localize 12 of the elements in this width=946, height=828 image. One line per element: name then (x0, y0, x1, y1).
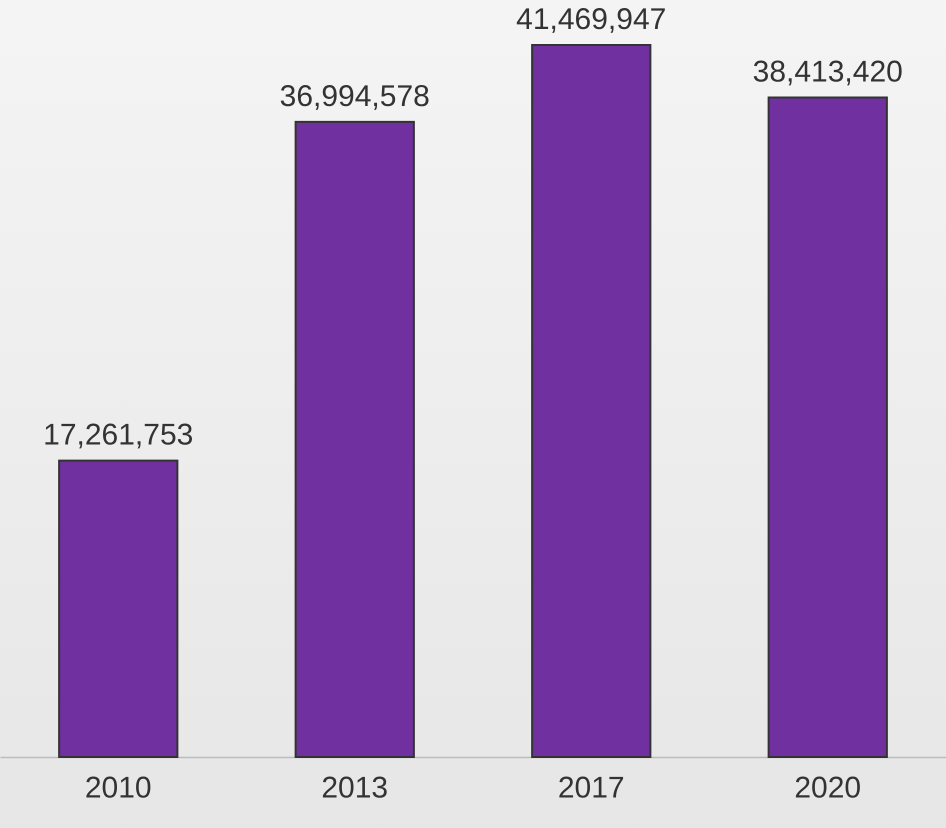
bar (58, 460, 178, 758)
data-label: 41,469,947 (516, 3, 666, 36)
bar (768, 96, 888, 758)
data-label: 17,261,753 (43, 418, 194, 452)
x-tick-label: 2017 (558, 772, 625, 804)
x-tick-label: 2013 (321, 772, 388, 804)
data-label: 36,994,578 (280, 80, 430, 113)
bar (294, 120, 415, 758)
data-label: 38,413,420 (752, 55, 903, 88)
bar (531, 44, 652, 758)
x-tick-label: 2010 (84, 772, 152, 804)
x-tick-label: 2020 (794, 772, 862, 804)
